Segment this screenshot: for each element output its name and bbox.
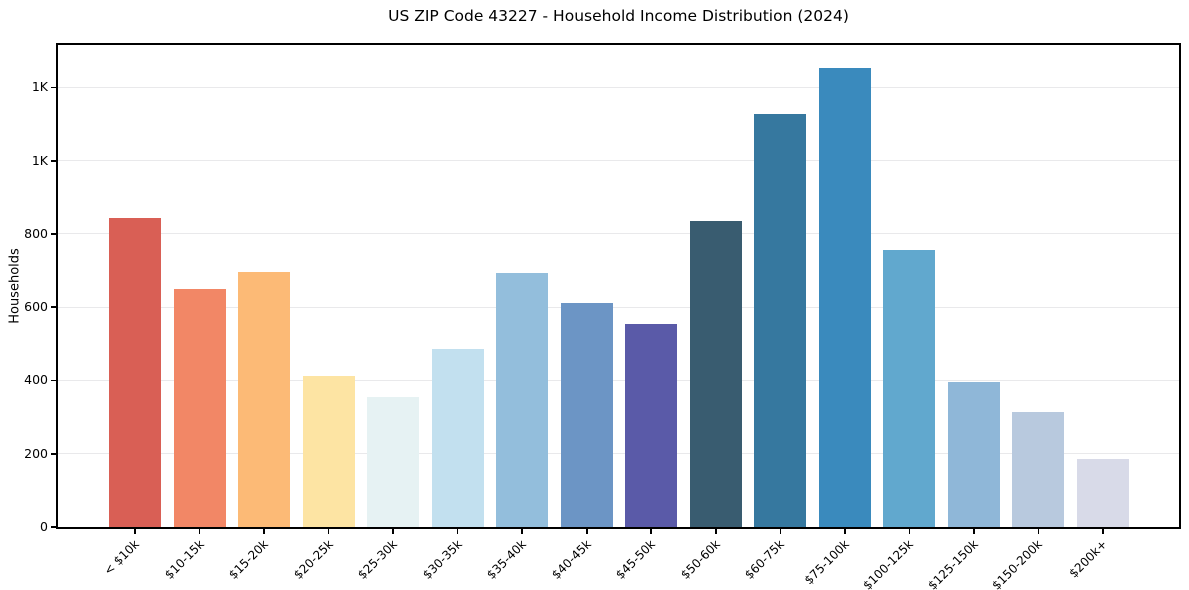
bar--30-35k: [431, 349, 484, 527]
gridline: [58, 233, 1179, 235]
x-tick-mark: [392, 529, 394, 534]
bar--150-200k: [1012, 412, 1065, 527]
y-tick-label: 800: [24, 225, 48, 241]
x-tick-mark: [650, 529, 653, 534]
x-tick-mark: [327, 529, 330, 534]
x-tick-mark: [844, 529, 846, 534]
y-tick-label: 1K: [31, 152, 48, 168]
x-tick-label: $100-125k: [860, 537, 917, 590]
x-tick-label: $150-200k: [989, 537, 1046, 590]
y-tick-mark: [51, 159, 56, 162]
y-tick-mark: [51, 86, 56, 89]
x-tick-label: $30-35k: [419, 537, 465, 582]
bar--50-60k: [689, 221, 742, 527]
y-tick-label: 400: [24, 372, 48, 388]
bar--25-30k: [367, 396, 420, 527]
x-tick-mark: [779, 529, 782, 534]
x-tick-label: $200k+: [1066, 537, 1110, 581]
y-tick-label: 200: [24, 445, 48, 461]
bar--15-20k: [238, 271, 291, 527]
bar--35-40k: [496, 272, 549, 527]
bar--10-15k: [173, 288, 226, 527]
gridline: [58, 86, 1179, 88]
y-tick-mark: [51, 233, 56, 235]
x-tick-label: $20-25k: [290, 537, 336, 582]
x-tick-label: $35-40k: [484, 537, 530, 582]
bar--60-75k: [754, 113, 807, 527]
y-tick-label: 0: [40, 519, 48, 534]
bar--100-125k: [883, 250, 936, 527]
x-tick-label: $50-60k: [677, 537, 723, 582]
y-tick-mark: [51, 526, 56, 528]
x-tick-label: $125-150k: [925, 537, 981, 590]
x-tick-label: $10-15k: [161, 537, 207, 582]
bar--75-100k: [818, 67, 871, 527]
bar--10k: [109, 217, 161, 527]
gridline: [58, 453, 1179, 455]
x-tick-label: $40-45k: [548, 537, 594, 582]
x-tick-mark: [456, 529, 459, 534]
y-tick-mark: [51, 379, 56, 382]
x-tick-mark: [1037, 529, 1040, 534]
x-tick-mark: [908, 529, 911, 534]
bar--20-25k: [302, 376, 355, 527]
x-tick-mark: [973, 529, 975, 534]
y-tick-mark: [51, 452, 56, 455]
x-tick-mark: [134, 529, 136, 534]
x-tick-label: $45-50k: [613, 537, 659, 582]
bar--40-45k: [560, 302, 613, 527]
x-tick-label: $15-20k: [226, 537, 271, 582]
x-tick-label: $25-30k: [355, 537, 401, 582]
bar--45-50k: [625, 324, 678, 527]
bar--125-150k: [947, 382, 1000, 527]
x-tick-mark: [585, 529, 588, 534]
x-tick-label: $75-100k: [801, 537, 852, 588]
x-tick-mark: [521, 529, 523, 534]
gridline: [58, 160, 1179, 162]
gridline: [58, 379, 1179, 381]
x-tick-mark: [263, 529, 265, 534]
x-tick-mark: [714, 529, 717, 534]
x-tick-mark: [1102, 529, 1104, 534]
y-tick-label: 600: [24, 299, 48, 315]
chart-title: US ZIP Code 43227 - Household Income Dis…: [388, 7, 849, 25]
gridline: [58, 306, 1179, 308]
y-tick-label: 1K: [31, 79, 48, 95]
x-tick-mark: [198, 529, 201, 534]
x-tick-label: < $10k: [101, 537, 142, 578]
bar--200k-: [1076, 459, 1129, 527]
x-tick-label: $60-75k: [742, 537, 788, 582]
plot-area: [56, 43, 1181, 529]
y-tick-mark: [51, 306, 56, 309]
